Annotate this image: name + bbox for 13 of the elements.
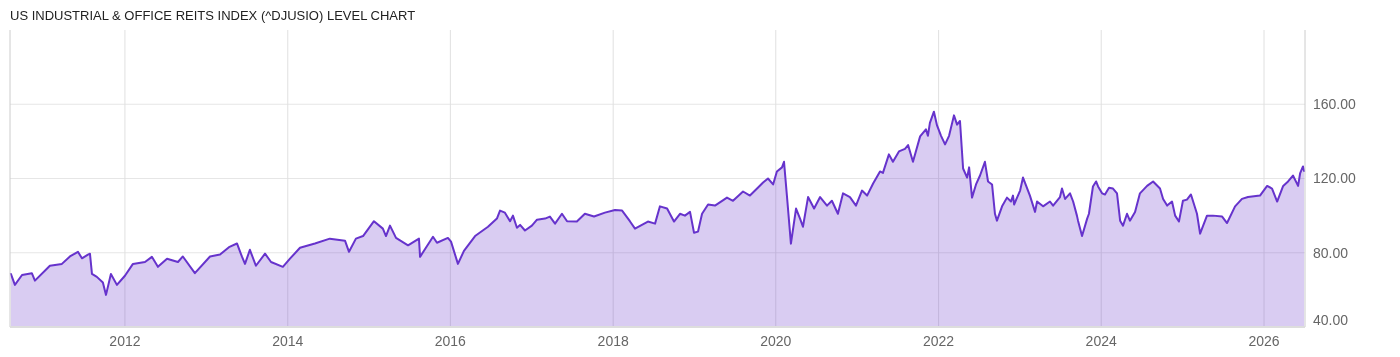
y-tick-label: 40.00 bbox=[1313, 311, 1349, 328]
y-tick-label: 120.00 bbox=[1313, 170, 1357, 187]
x-tick-label: 2026 bbox=[1248, 333, 1280, 349]
x-tick-label: 2024 bbox=[1085, 333, 1117, 349]
chart-title: US INDUSTRIAL & OFFICE REITS INDEX (^DJUSIO) LEVEL CHART bbox=[10, 8, 416, 23]
x-tick-label: 2014 bbox=[272, 333, 304, 349]
x-tick-label: 2018 bbox=[597, 333, 629, 349]
x-tick-label: 2012 bbox=[109, 333, 141, 349]
x-tick-label: 2022 bbox=[923, 333, 955, 349]
x-tick-label: 2020 bbox=[760, 333, 792, 349]
x-tick-label: 2016 bbox=[434, 333, 467, 349]
y-tick-label: 160.00 bbox=[1313, 96, 1357, 113]
y-tick-label: 80.00 bbox=[1313, 244, 1349, 261]
